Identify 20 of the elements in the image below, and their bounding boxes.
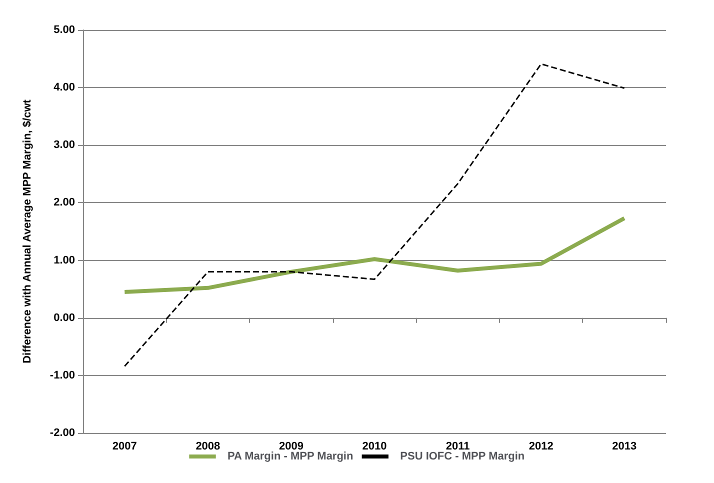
y-tick-label: -1.00 xyxy=(50,369,75,382)
y-tick-label: 5.00 xyxy=(54,24,75,36)
x-tick-label: 2012 xyxy=(528,440,554,452)
y-tick-label: 1.00 xyxy=(54,254,75,266)
x-tick-label: 2008 xyxy=(196,440,220,452)
y-axis-title: Difference with Annual Average MPP Margin, $/cwt xyxy=(22,99,34,364)
x-tick-label: 2011 xyxy=(446,440,470,452)
x-tick-label: 2007 xyxy=(112,440,137,452)
y-tick-label: 0.00 xyxy=(54,312,75,324)
x-tick-label: 2010 xyxy=(362,440,387,452)
x-tick-label: 2013 xyxy=(612,440,637,452)
y-tick-label: 4.00 xyxy=(54,82,75,94)
line-series xyxy=(124,63,626,367)
y-tick-label: 2.00 xyxy=(54,196,75,209)
legend-label: PSU IOFC - MPP Margin xyxy=(400,450,525,462)
line-series xyxy=(122,216,626,294)
x-tick-label: 2009 xyxy=(278,440,304,452)
y-tick-label: 3.00 xyxy=(54,139,75,152)
legend-label: PA Margin - MPP Margin xyxy=(228,450,354,462)
y-tick-label: -2.00 xyxy=(50,427,75,439)
